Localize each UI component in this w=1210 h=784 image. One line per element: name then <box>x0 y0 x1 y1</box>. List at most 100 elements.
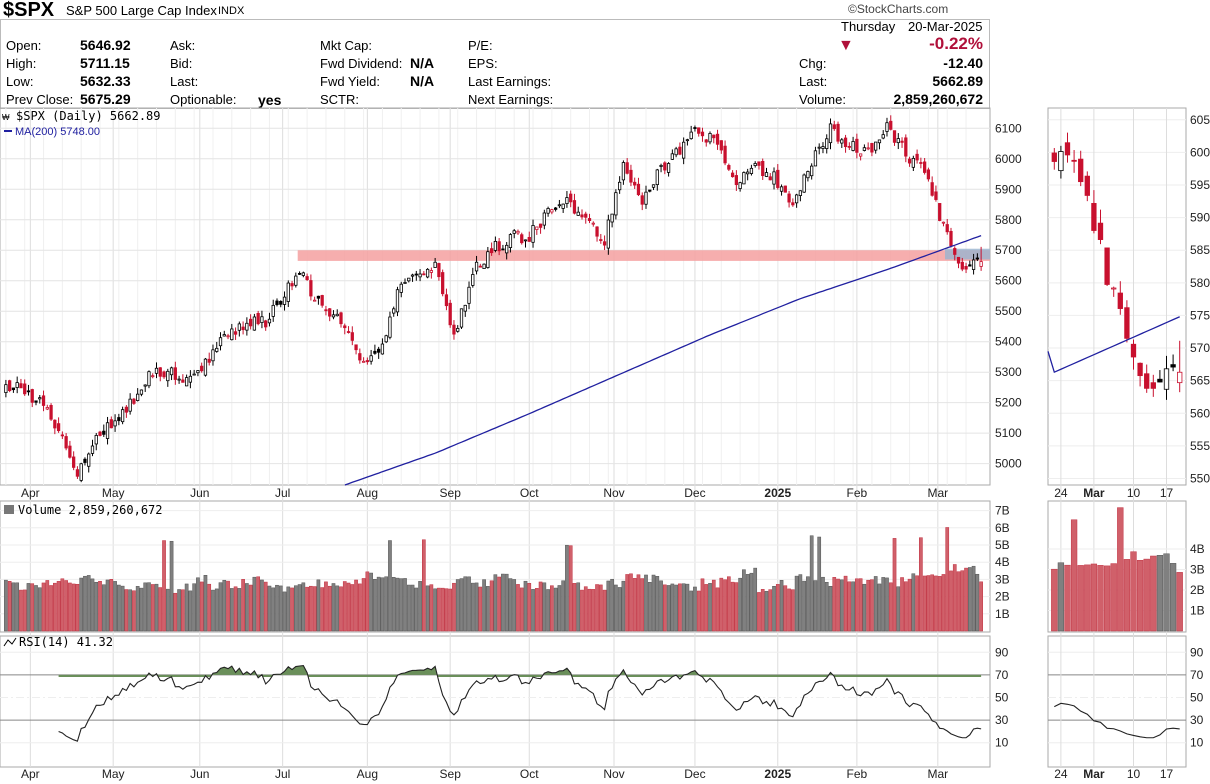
volume-bar <box>181 589 185 632</box>
candle <box>915 153 919 161</box>
candle <box>956 256 961 264</box>
volume-bar <box>651 574 656 632</box>
volume-bar <box>689 590 694 632</box>
volume-bar <box>335 585 340 632</box>
x-tick-label-bottom: Feb <box>847 767 868 781</box>
volume-bar <box>832 577 837 632</box>
volume-bar <box>817 536 822 632</box>
candle <box>580 214 584 218</box>
zoom-volume-tick-label: 1B <box>1190 604 1205 618</box>
candle <box>960 261 964 270</box>
volume-bar <box>727 576 731 632</box>
brand-logo[interactable]: ©StockCharts.com <box>848 2 949 16</box>
zoom-volume-bar <box>1057 562 1065 632</box>
volume-bar <box>467 576 471 632</box>
volume-bar <box>245 583 249 632</box>
candle <box>290 283 294 287</box>
zoom-volume-tick-label: 4B <box>1190 542 1205 556</box>
zoom-volume-bar <box>1070 519 1078 632</box>
volume-bar <box>113 581 117 632</box>
volume-bar <box>885 577 889 632</box>
candle <box>614 192 618 216</box>
candle <box>682 141 686 159</box>
candle <box>26 390 31 393</box>
volume-bar <box>376 576 381 632</box>
candle <box>215 347 219 352</box>
volume-bar <box>354 579 358 632</box>
volume-bar <box>738 577 742 632</box>
candle <box>422 273 426 276</box>
volume-bar <box>45 580 50 632</box>
candle <box>806 171 810 179</box>
volume-bar <box>501 573 505 632</box>
zoom-candle <box>1111 287 1117 290</box>
rsi-icon <box>3 637 17 647</box>
candle <box>211 349 215 362</box>
candle <box>523 239 528 242</box>
candle <box>712 134 716 139</box>
candle <box>38 397 42 400</box>
candle <box>655 169 659 185</box>
volume-bar <box>297 584 302 632</box>
x-tick-label-bottom: Oct <box>520 767 539 781</box>
candle <box>640 195 644 205</box>
candle <box>825 138 829 150</box>
candle <box>810 165 814 177</box>
candle <box>448 302 452 326</box>
zoom-x-tick-label-bottom: 24 <box>1054 767 1068 781</box>
candle <box>798 190 803 196</box>
volume-bar <box>523 580 528 632</box>
zoom-candle <box>1097 222 1104 240</box>
volume-bar <box>184 583 189 632</box>
rsi-tick-label: 50 <box>995 691 1009 705</box>
candle <box>124 406 129 413</box>
candle <box>117 417 121 422</box>
volume-bar <box>478 586 483 632</box>
zoom-volume-bar <box>1156 555 1164 632</box>
volume-bar <box>199 581 204 632</box>
ask-label: Ask: <box>170 38 196 53</box>
candle <box>565 197 569 204</box>
volume-bar <box>425 585 430 632</box>
volume-bar <box>666 585 671 632</box>
candle <box>192 373 196 376</box>
candle <box>889 120 893 130</box>
candle <box>414 273 418 276</box>
volume-bar <box>745 574 750 632</box>
candle <box>629 169 633 183</box>
candle <box>143 384 147 387</box>
volume-bar <box>730 581 735 632</box>
volume-bar <box>568 545 573 632</box>
candle <box>132 398 136 404</box>
volume-tick-label: 1B <box>995 607 1010 621</box>
volume-bar <box>858 578 863 632</box>
eps-label: EPS: <box>468 56 498 71</box>
zoom-volume-bar <box>1143 558 1150 632</box>
panel-frame-4 <box>1047 500 1187 633</box>
volume-bar <box>406 584 411 632</box>
volume-bar <box>139 587 144 632</box>
zoom-x-tick-label: 10 <box>1127 486 1141 500</box>
candle <box>497 241 501 252</box>
volume-bar <box>162 540 166 632</box>
candle <box>949 230 953 247</box>
volume-bar <box>211 589 215 632</box>
volume-bar <box>967 567 972 632</box>
volume-bar <box>493 574 498 632</box>
volume-bar <box>222 579 227 632</box>
candle <box>919 162 923 164</box>
price-legend: $SPX (Daily) 5662.89 <box>16 109 161 123</box>
volume-bar <box>71 583 76 632</box>
candle <box>184 377 189 387</box>
candle <box>802 174 806 193</box>
zoom-volume-bar <box>1130 551 1137 632</box>
volume-bar <box>410 584 415 632</box>
candle <box>858 153 863 157</box>
volume-bar <box>233 586 238 632</box>
volume-bar <box>945 527 950 632</box>
candle <box>222 334 226 337</box>
candle <box>742 172 746 185</box>
volume-bar <box>809 535 814 632</box>
candle <box>877 139 882 144</box>
